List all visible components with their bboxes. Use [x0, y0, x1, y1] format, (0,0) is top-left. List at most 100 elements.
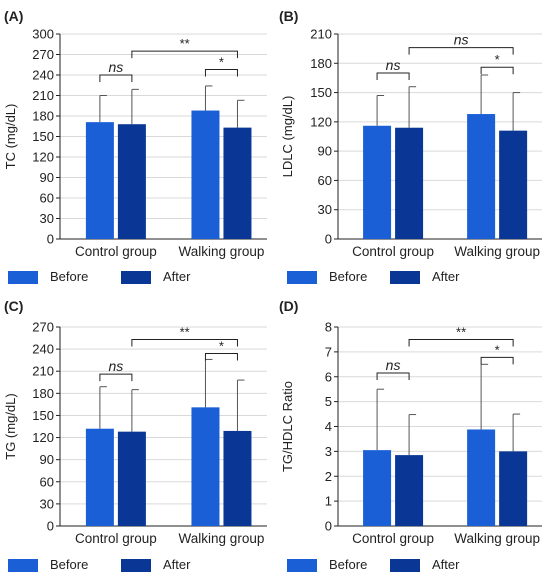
- panel-tg: (C) 0 30 60 90 120 150 180 210 240 270 TG (mg/dL) Co…: [0, 290, 275, 580]
- significance-bracket: [376, 372, 410, 381]
- y-tick-label: 90: [40, 170, 54, 185]
- tg-hdlc-chart: (D) 0 1 2 3 4 5 6 7 8 TG/HDLC Ratio Control group Wa…: [279, 298, 542, 546]
- bar-after: [395, 127, 424, 239]
- tc-chart: (A) 0 30 60 90 120 150 180 210 240 270 300 TC (mg/dL…: [3, 8, 267, 259]
- significance-bracket: [376, 72, 410, 81]
- y-tick-label: 150: [32, 129, 54, 144]
- y-tick-label: 180: [32, 109, 54, 124]
- x-tick-label: Control group: [75, 531, 157, 546]
- y-axis-label: TG/HDLC Ratio: [280, 381, 295, 472]
- legend-after-swatch: [121, 271, 151, 284]
- y-tick-label: 210: [310, 27, 332, 42]
- y-tick-label: 270: [32, 47, 54, 62]
- y-tick-label: 90: [318, 144, 332, 159]
- bar-after: [223, 430, 252, 526]
- x-tick-label: Walking group: [179, 531, 265, 546]
- significance-bracket: [408, 47, 514, 55]
- legend-before-label: Before: [50, 269, 89, 284]
- y-axis-label: LDLC (mg/dL): [280, 96, 295, 178]
- significance-bracket: [408, 338, 514, 347]
- significance-label: *: [219, 55, 224, 70]
- ldlc-chart: (B) 0 30 60 90 120 150 180 210 LDLC (mg/dL) Contro…: [279, 8, 542, 259]
- y-tick-label: 0: [325, 232, 332, 247]
- legend-after-label: After: [432, 269, 460, 284]
- bar-before: [467, 114, 496, 239]
- y-tick-label: 3: [325, 444, 332, 459]
- significance-label: *: [495, 342, 500, 357]
- significance-bracket: [480, 66, 514, 75]
- y-tick-label: 180: [32, 386, 54, 401]
- significance-bracket: [480, 356, 514, 365]
- bar-before: [191, 110, 220, 240]
- y-tick-label: 30: [40, 496, 54, 511]
- bar-before: [85, 122, 114, 239]
- y-tick-label: 7: [325, 344, 332, 359]
- tg-chart: (C) 0 30 60 90 120 150 180 210 240 270 TG (mg/dL) Co…: [3, 298, 267, 546]
- x-tick-label: Control group: [352, 531, 434, 546]
- legend-after-label: After: [163, 557, 191, 572]
- y-tick-label: 60: [318, 173, 332, 188]
- bar-after: [223, 127, 252, 239]
- y-tick-label: 210: [32, 88, 54, 103]
- x-tick-label: Control group: [352, 244, 434, 259]
- legend-after-swatch: [390, 559, 420, 572]
- panel-label: (C): [4, 298, 23, 314]
- panel-label: (B): [279, 8, 298, 24]
- legend: Before After: [287, 555, 547, 575]
- y-tick-label: 30: [318, 202, 332, 217]
- significance-bracket: [99, 74, 133, 82]
- legend-before-swatch: [8, 559, 38, 572]
- y-tick-label: 270: [32, 320, 54, 335]
- significance-label: *: [219, 339, 224, 354]
- significance-label: **: [456, 324, 466, 339]
- significance-bracket: [204, 353, 238, 361]
- y-tick-label: 210: [32, 364, 54, 379]
- legend-after-label: After: [163, 269, 191, 284]
- legend: Before After: [8, 267, 268, 287]
- bar-after: [117, 124, 146, 239]
- legend-before-swatch: [287, 271, 317, 284]
- legend-after-label: After: [432, 557, 460, 572]
- y-tick-label: 120: [310, 114, 332, 129]
- panel-ldlc: (B) 0 30 60 90 120 150 180 210 LDLC (mg/dL) Contro…: [275, 0, 550, 290]
- y-tick-label: 0: [47, 519, 54, 534]
- significance-label: **: [180, 325, 190, 340]
- bar-after: [499, 130, 528, 239]
- y-tick-label: 0: [325, 519, 332, 534]
- significance-label: ns: [108, 59, 123, 75]
- y-tick-label: 180: [310, 56, 332, 71]
- significance-bracket: [131, 339, 238, 347]
- x-tick-label: Control group: [75, 244, 157, 259]
- legend-before-label: Before: [329, 269, 368, 284]
- y-tick-label: 300: [32, 27, 54, 42]
- bar-before: [467, 429, 496, 526]
- y-tick-label: 240: [32, 342, 54, 357]
- y-tick-label: 90: [40, 452, 54, 467]
- significance-label: ns: [386, 57, 401, 73]
- y-tick-label: 60: [40, 191, 54, 206]
- y-tick-label: 0: [47, 232, 54, 247]
- legend-after-swatch: [121, 559, 151, 572]
- panel-label: (D): [279, 298, 298, 314]
- y-tick-label: 30: [40, 211, 54, 226]
- bar-before: [191, 407, 220, 526]
- x-tick-label: Walking group: [454, 531, 540, 546]
- legend-before-label: Before: [50, 557, 89, 572]
- y-tick-label: 6: [325, 369, 332, 384]
- y-tick-label: 1: [325, 494, 332, 509]
- legend-after-swatch: [390, 271, 420, 284]
- x-tick-label: Walking group: [179, 244, 265, 259]
- significance-label: **: [180, 36, 190, 51]
- significance-label: ns: [454, 32, 469, 48]
- panel-tg-hdlc: (D) 0 1 2 3 4 5 6 7 8 TG/HDLC Ratio Control group Wa…: [275, 290, 550, 580]
- bar-before: [85, 428, 114, 526]
- y-tick-label: 8: [325, 320, 332, 335]
- significance-bracket: [204, 69, 238, 77]
- x-tick-label: Walking group: [454, 244, 540, 259]
- bar-after: [499, 451, 528, 526]
- y-tick-label: 150: [32, 408, 54, 423]
- y-tick-label: 120: [32, 430, 54, 445]
- y-axis-label: TG (mg/dL): [3, 393, 18, 459]
- legend-before-swatch: [8, 271, 38, 284]
- bar-before: [363, 450, 392, 526]
